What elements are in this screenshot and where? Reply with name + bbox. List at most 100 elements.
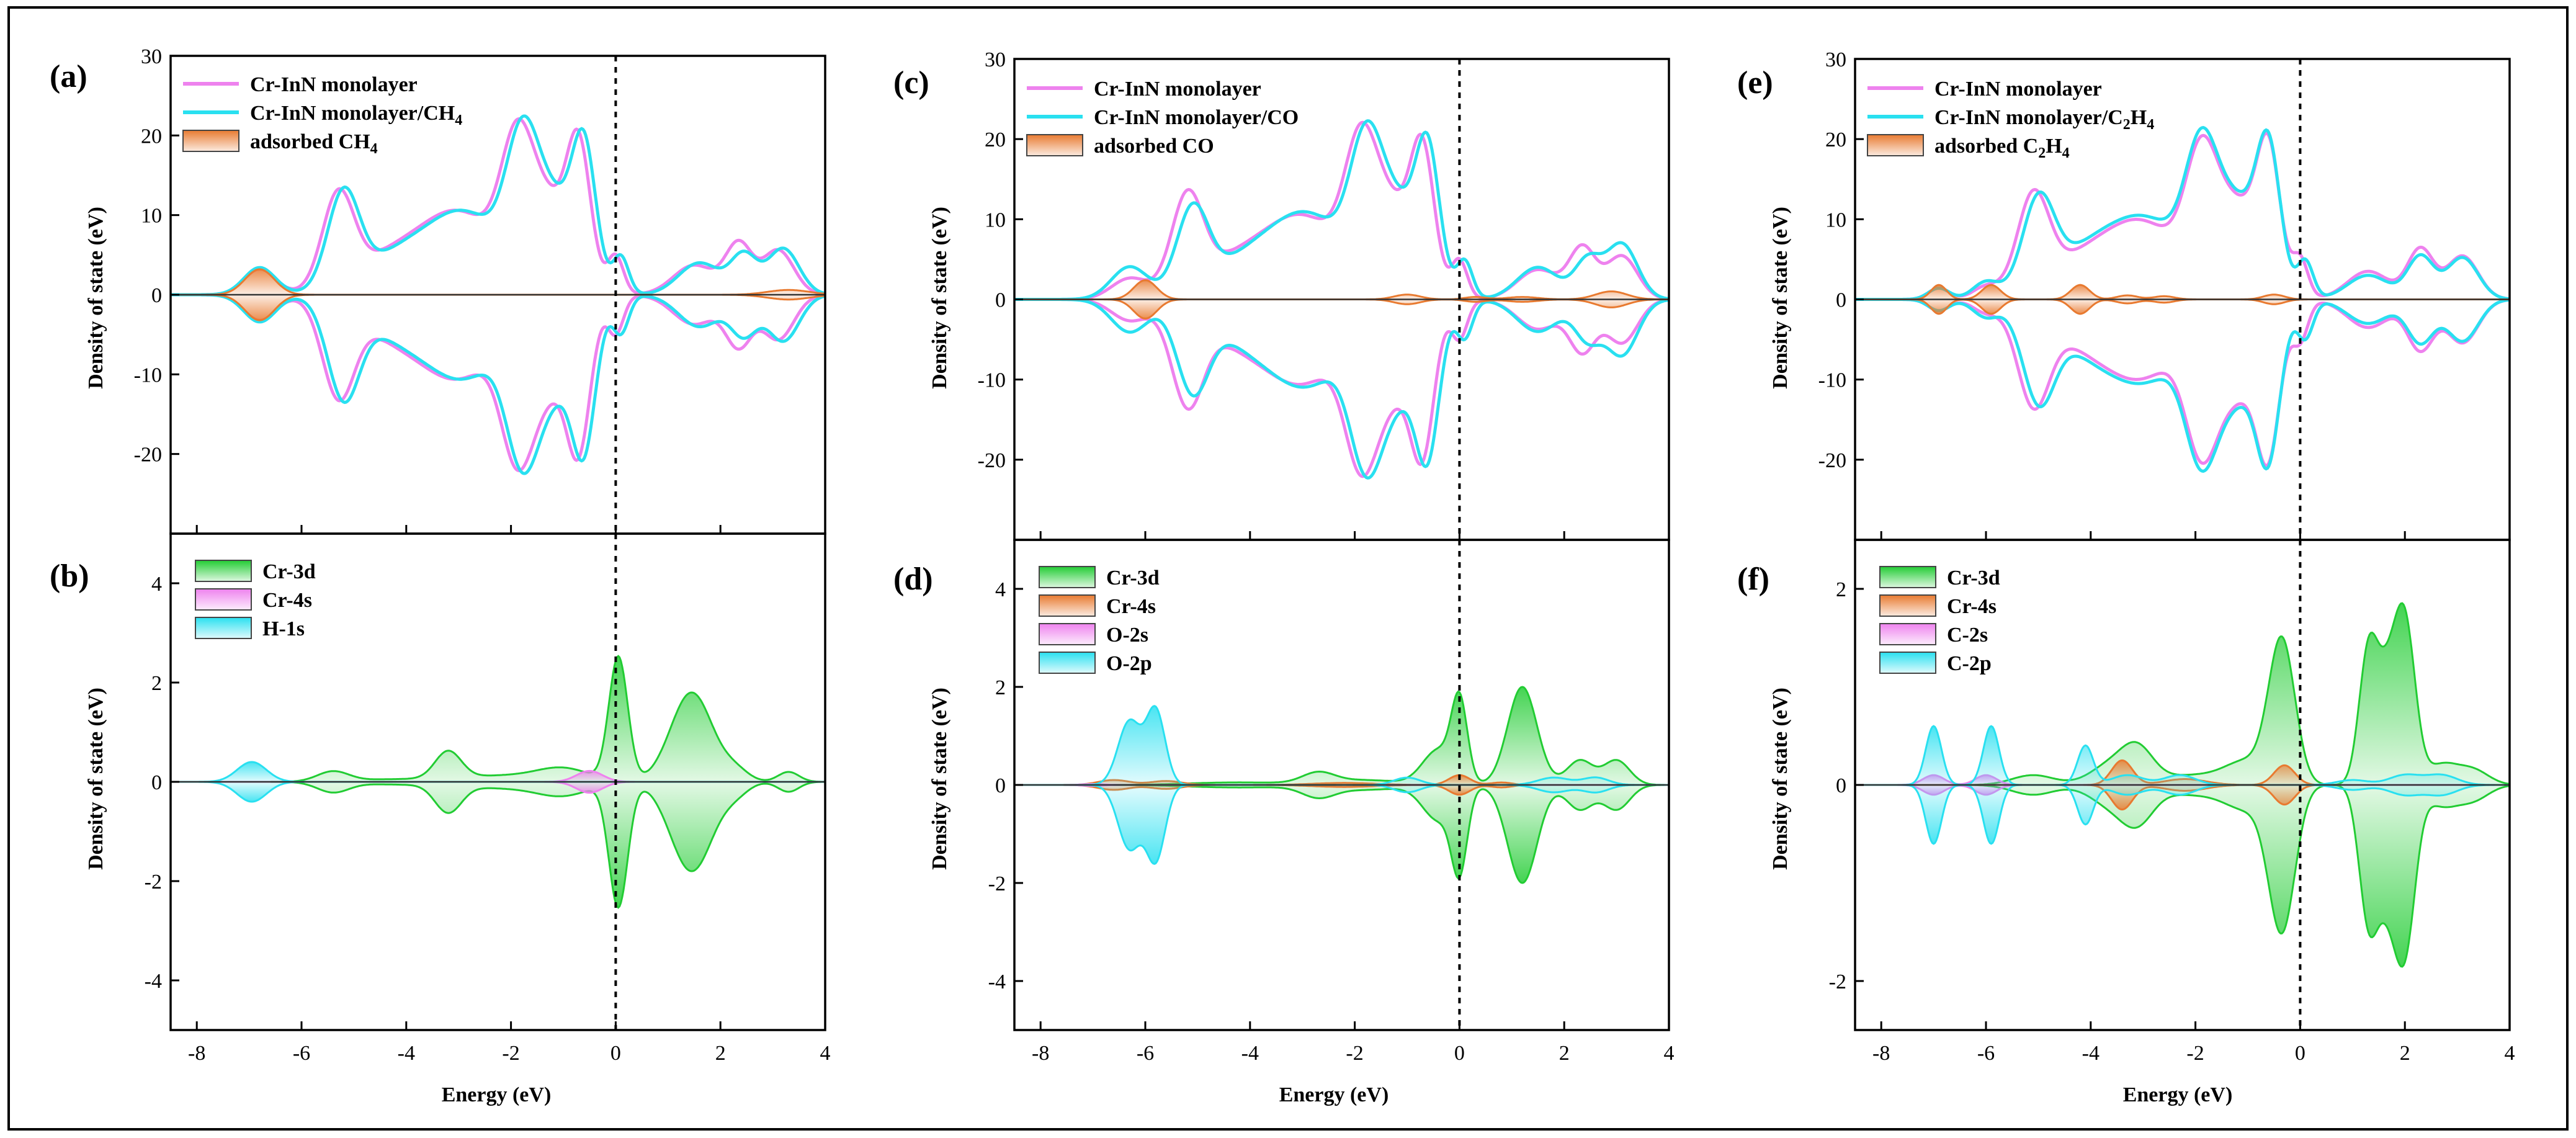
panel-e-series-2-up	[1855, 126, 2510, 301]
panel-a-ytick-label: 0	[151, 284, 162, 307]
panel-b-xlabel: Energy (eV)	[442, 1083, 552, 1106]
panel-d-series-4-down-fill	[1014, 785, 1669, 864]
panel-d-legend-swatch	[1039, 652, 1096, 674]
panel-c-series-1-up	[1014, 120, 1670, 301]
panel-b-legend-swatch	[195, 617, 252, 639]
panel-c-series-2-up	[1014, 119, 1670, 301]
panel-e-legend-label: adsorbed C2H4	[1934, 135, 2070, 161]
panel-b-xtick-label: 4	[820, 1042, 831, 1065]
panel-b-ytick-label: 0	[151, 771, 162, 794]
panel-c-legend-label: adsorbed CO	[1094, 135, 1214, 158]
panel-d-legend-label: O-2s	[1106, 624, 1148, 647]
panel-f-xtick-label: 4	[2505, 1042, 2515, 1065]
panel-f-series-1-down-fill	[1855, 785, 2510, 967]
figure-border	[7, 6, 2569, 1131]
panel-f-legend-label: C-2p	[1947, 652, 1992, 675]
panel-d-ytick-label: -4	[988, 970, 1006, 993]
panel-f-legend-swatch	[1879, 652, 1936, 674]
panel-d-legend-swatch	[1039, 623, 1096, 645]
panel-c-ylabel: Density of state (eV)	[928, 207, 951, 389]
panel-c-series-2-down	[1014, 298, 1670, 480]
panel-label-d: (d)	[893, 562, 933, 597]
panel-e-series-2-down	[1855, 298, 2510, 473]
panel-c-legend-label: Cr-InN monolayer	[1094, 78, 1261, 101]
panel-a-series-3-up-fill	[171, 269, 825, 295]
panel-e-ylabel: Density of state (eV)	[1769, 207, 1792, 389]
panel-a-legend-label: Cr-InN monolayer	[250, 73, 418, 96]
panel-c-ytick-label: -20	[978, 449, 1006, 472]
panel-e-ytick-label: 10	[1825, 208, 1846, 231]
panel-b-legend-swatch	[195, 560, 252, 582]
panel-label-a: (a)	[50, 59, 87, 94]
panel-e-series-3-down-fill	[1855, 299, 2510, 314]
panel-d-series-1-down-fill	[1014, 785, 1669, 883]
panel-label-c: (c)	[893, 65, 929, 101]
panel-c-ytick-label: -10	[978, 369, 1006, 392]
panel-label-e: (e)	[1737, 65, 1773, 101]
panel-b-xtick-label: 0	[610, 1042, 621, 1065]
panel-e-ytick-label: 0	[1836, 289, 1846, 312]
panel-d-ytick-label: 2	[995, 676, 1006, 699]
panel-e-legend-swatch	[1867, 134, 1924, 156]
panel-a-ytick-label: 10	[141, 205, 162, 228]
panel-d-xtick-label: -8	[1032, 1042, 1049, 1065]
panel-d-xtick-label: -4	[1241, 1042, 1259, 1065]
panel-a: (a) Density of state (eV) -20 -10 0 10 20 30 C…	[50, 45, 826, 535]
panel-a-legend-label: Cr-InN monolayer/CH4	[250, 102, 462, 128]
panel-e-ytick-label: -20	[1818, 449, 1846, 472]
panel-c-ytick-label: 20	[985, 128, 1006, 151]
panel-c-ytick-label: 0	[995, 289, 1006, 312]
panel-a-ytick-label: -10	[134, 364, 162, 387]
panel-e-ytick-label: 30	[1825, 48, 1846, 71]
panel-a-series-2-up	[171, 114, 826, 297]
panel-d-series-4-up-fill	[1014, 706, 1669, 785]
panel-b-ytick-label: -2	[145, 871, 162, 894]
panel-c-series-3-down-fill	[1014, 299, 1669, 319]
panel-b-xtick-label: -6	[293, 1042, 310, 1065]
panel-b-ytick-label: 4	[151, 573, 162, 596]
panel-b-xtick-label: -4	[398, 1042, 415, 1065]
panel-d-legend-swatch	[1039, 594, 1096, 617]
panel-a-series-2-down	[171, 293, 826, 475]
panel-b-ylabel: Density of state (eV)	[84, 688, 107, 870]
panel-d-ytick-label: 0	[995, 774, 1006, 797]
panel-d-xtick-label: 2	[1559, 1042, 1570, 1065]
panel-e-series-3-up-fill	[1855, 285, 2510, 300]
panel-c-legend-label: Cr-InN monolayer/CO	[1094, 106, 1299, 129]
panel-b-xtick-label: -2	[502, 1042, 519, 1065]
panel-label-b: (b)	[50, 558, 89, 594]
panel-d-xtick-label: 4	[1664, 1042, 1675, 1065]
panel-f-series-4-up-fill	[1855, 726, 2510, 785]
panel-c-legend-swatch	[1026, 134, 1083, 156]
panel-f-legend-label: Cr-3d	[1947, 567, 2000, 589]
panel-f-xlabel: Energy (eV)	[2123, 1083, 2233, 1106]
panel-c-series-1-down	[1014, 298, 1670, 478]
panel-b-legend-swatch	[195, 588, 252, 611]
panel-f-xtick-label: 2	[2400, 1042, 2410, 1065]
panel-c-ytick-label: 30	[985, 48, 1006, 71]
panel-b-ytick-label: -4	[145, 970, 162, 993]
panel-d-legend-swatch	[1039, 566, 1096, 588]
panel-f-legend-swatch	[1879, 623, 1936, 645]
panel-d-ytick-label: 4	[995, 578, 1006, 601]
panel-f: (f) Density of state (eV) Energy (eV) -2…	[1737, 539, 2515, 1106]
panel-b-xtick-label: 2	[715, 1042, 726, 1065]
panel-e-legend-label: Cr-InN monolayer	[1934, 78, 2102, 101]
panel-a-ylabel: Density of state (eV)	[84, 207, 107, 389]
panel-d-xtick-label: 0	[1454, 1042, 1465, 1065]
panel-f-xtick-label: -6	[1977, 1042, 1995, 1065]
panel-b-legend-label: H-1s	[262, 617, 305, 640]
panel-e-ytick-label: -10	[1818, 369, 1846, 392]
panel-d-legend-label: Cr-4s	[1106, 595, 1156, 618]
panel-f-series-1-up-fill	[1855, 603, 2510, 785]
panel-b-xtick-label: -8	[188, 1042, 205, 1065]
panel-f-ytick-label: 0	[1836, 774, 1846, 797]
panel-f-legend-label: Cr-4s	[1947, 595, 1997, 618]
panel-b-legend-label: Cr-4s	[262, 589, 312, 612]
panel-b-series-3-down-fill	[171, 782, 825, 802]
panel-b: (b) Density of state (eV) Energy (eV) -4…	[50, 532, 831, 1106]
panel-e-ytick-label: 20	[1825, 128, 1846, 151]
panel-c-series-3-up-fill	[1014, 280, 1669, 300]
panel-f-ytick-label: -2	[1829, 970, 1846, 993]
